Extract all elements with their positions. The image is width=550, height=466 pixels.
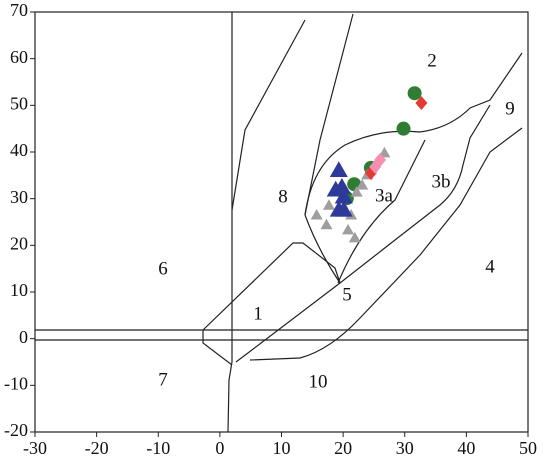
boundary bbox=[227, 12, 233, 433]
y-tick-label: 70 bbox=[10, 0, 28, 20]
region-label: 3a bbox=[375, 185, 394, 206]
region-label: 3b bbox=[432, 171, 451, 192]
y-tick-label: -10 bbox=[4, 373, 28, 393]
x-tick-label: 40 bbox=[457, 438, 475, 458]
region-label: 1 bbox=[253, 303, 263, 324]
boundary bbox=[304, 13, 354, 216]
x-tick-label: -10 bbox=[146, 438, 170, 458]
x-tick-label: 50 bbox=[519, 438, 537, 458]
region-label: 7 bbox=[158, 369, 168, 390]
point bbox=[329, 161, 348, 177]
x-tick-label: 20 bbox=[334, 438, 352, 458]
point bbox=[396, 121, 411, 136]
boundary bbox=[304, 52, 523, 216]
point bbox=[326, 180, 345, 197]
y-tick-label: -20 bbox=[4, 420, 28, 440]
point bbox=[350, 186, 363, 197]
y-tick-label: 50 bbox=[10, 93, 28, 113]
x-tick-label: -30 bbox=[23, 438, 47, 458]
point bbox=[348, 231, 361, 243]
boundary bbox=[231, 19, 306, 211]
boundary bbox=[304, 139, 426, 284]
y-tick-label: 20 bbox=[10, 233, 28, 253]
region-label: 2 bbox=[427, 50, 437, 71]
plot-frame bbox=[34, 11, 529, 433]
y-tick-label: 40 bbox=[10, 140, 28, 160]
y-tick-label: 30 bbox=[10, 187, 28, 207]
x-tick-label: 0 bbox=[215, 438, 224, 458]
boundary bbox=[35, 329, 528, 341]
region-label: 5 bbox=[342, 284, 352, 305]
boundary bbox=[202, 242, 341, 331]
region-label: 4 bbox=[485, 256, 495, 277]
point bbox=[415, 96, 428, 110]
point bbox=[407, 86, 422, 101]
point bbox=[320, 218, 333, 230]
point bbox=[369, 159, 382, 174]
point bbox=[356, 179, 369, 190]
y-tick-label: 60 bbox=[10, 47, 28, 67]
x-tick-label: 10 bbox=[273, 438, 291, 458]
x-tick-label: 30 bbox=[396, 438, 414, 458]
y-tick-label: 10 bbox=[10, 280, 28, 300]
region-boundaries bbox=[34, 11, 529, 433]
point bbox=[342, 223, 355, 235]
boundary bbox=[202, 330, 233, 366]
y-tick-label: 0 bbox=[19, 327, 28, 347]
region-label: 10 bbox=[309, 371, 328, 392]
boundary bbox=[235, 104, 491, 363]
point bbox=[334, 200, 353, 217]
boundary bbox=[249, 127, 523, 361]
x-tick-label: -20 bbox=[85, 438, 109, 458]
point bbox=[310, 209, 323, 220]
point bbox=[322, 199, 335, 210]
region-label: 9 bbox=[505, 98, 515, 119]
region-label: 8 bbox=[278, 186, 288, 207]
region-label: 6 bbox=[158, 258, 168, 279]
